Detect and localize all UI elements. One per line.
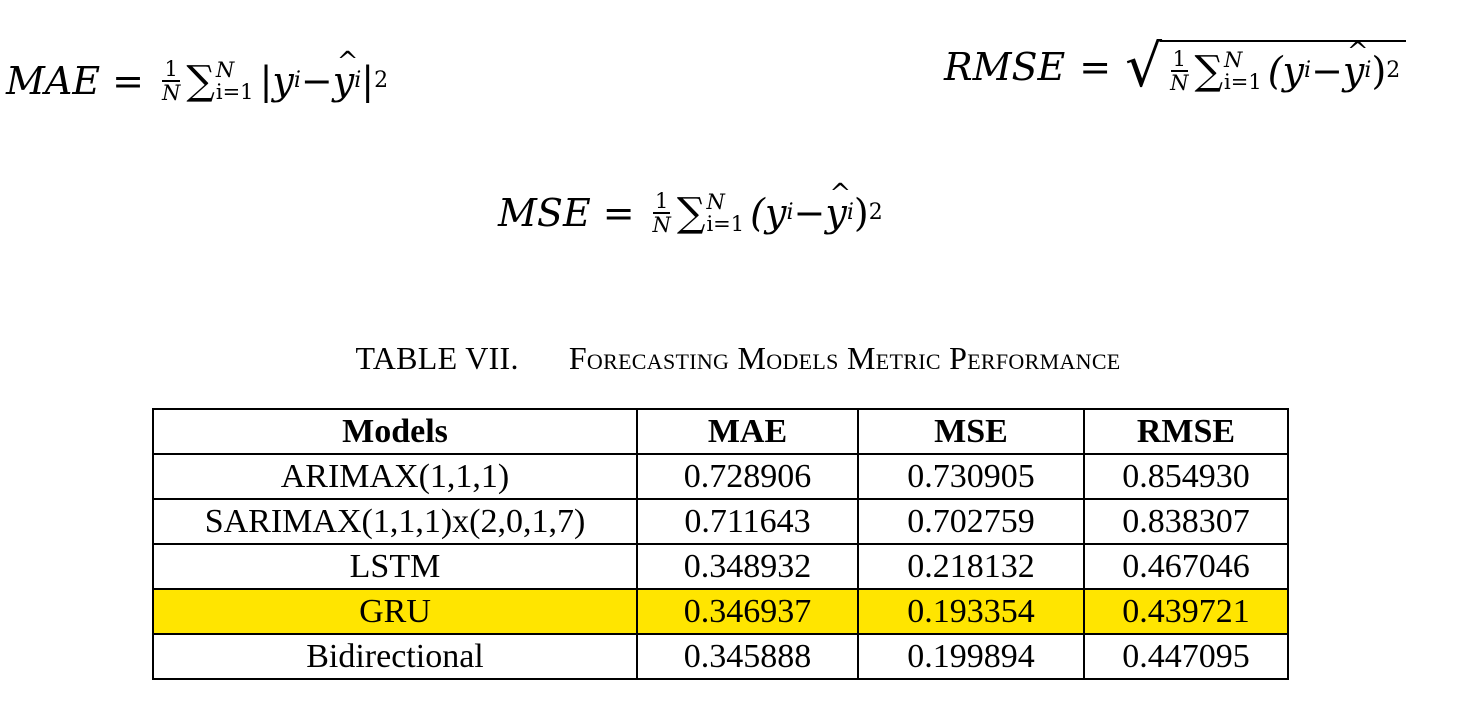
cell-mae: 0.348932 xyxy=(636,543,859,590)
cell-rmse: 0.854930 xyxy=(1083,453,1289,500)
cell-mse: 0.702759 xyxy=(857,498,1085,545)
header-mae: MAE xyxy=(636,408,859,455)
cell-mse: 0.193354 xyxy=(857,588,1085,635)
table-row: Bidirectional 0.345888 0.199894 0.447095 xyxy=(152,633,1289,680)
cell-model: ARIMAX(1,1,1) xyxy=(152,453,638,500)
mse-fraction: 1 N xyxy=(652,189,671,238)
cell-model: SARIMAX(1,1,1)x(2,0,1,7) xyxy=(152,498,638,545)
metrics-table: Models MAE MSE RMSE ARIMAX(1,1,1) 0.7289… xyxy=(152,408,1289,680)
rmse-sum: ∑ N i=1 xyxy=(1194,48,1262,95)
mse-equation: MSE = 1 N ∑ N i=1 (yi − yi )2 xyxy=(498,181,883,238)
cell-rmse: 0.838307 xyxy=(1083,498,1289,545)
header-rmse: RMSE xyxy=(1083,408,1289,455)
mse-sum: ∑ N i=1 xyxy=(676,190,745,237)
rmse-sqrt: √ 1 N ∑ N i=1 (yi − yi )2 xyxy=(1125,37,1407,96)
cell-mae: 0.728906 xyxy=(636,453,859,500)
cell-model: GRU xyxy=(152,588,638,635)
table-title: Forecasting Models Metric Performance xyxy=(568,340,1121,376)
cell-mae: 0.711643 xyxy=(636,498,859,545)
mae-lhs: MAE xyxy=(6,59,101,104)
table-row: LSTM 0.348932 0.218132 0.467046 xyxy=(152,543,1289,590)
table-row: SARIMAX(1,1,1)x(2,0,1,7) 0.711643 0.7027… xyxy=(152,498,1289,545)
mse-lhs: MSE xyxy=(498,191,591,236)
mae-sum: ∑ N i=1 xyxy=(186,58,254,105)
cell-rmse: 0.439721 xyxy=(1083,588,1289,635)
cell-mae: 0.345888 xyxy=(636,633,859,680)
table-row-highlighted: GRU 0.346937 0.193354 0.439721 xyxy=(152,588,1289,635)
cell-mse: 0.199894 xyxy=(857,633,1085,680)
cell-mse: 0.730905 xyxy=(857,453,1085,500)
rmse-lhs: RMSE xyxy=(944,45,1066,90)
rmse-equation: RMSE = √ 1 N ∑ N i=1 (yi − yi )2 xyxy=(944,37,1407,96)
table-caption: TABLE VII. Forecasting Models Metric Perf… xyxy=(0,340,1476,377)
mae-equation: MAE = 1 N ∑ N i=1 |yi − yi |2 xyxy=(6,49,388,106)
cell-rmse: 0.447095 xyxy=(1083,633,1289,680)
cell-model: Bidirectional xyxy=(152,633,638,680)
header-models: Models xyxy=(152,408,638,455)
table-row: ARIMAX(1,1,1) 0.728906 0.730905 0.854930 xyxy=(152,453,1289,500)
cell-mae: 0.346937 xyxy=(636,588,859,635)
table-header-row: Models MAE MSE RMSE xyxy=(152,408,1289,455)
cell-mse: 0.218132 xyxy=(857,543,1085,590)
table-label: TABLE VII. xyxy=(355,340,519,376)
cell-rmse: 0.467046 xyxy=(1083,543,1289,590)
rmse-fraction: 1 N xyxy=(1170,47,1189,96)
mae-fraction: 1 N xyxy=(161,57,181,106)
header-mse: MSE xyxy=(857,408,1085,455)
cell-model: LSTM xyxy=(152,543,638,590)
